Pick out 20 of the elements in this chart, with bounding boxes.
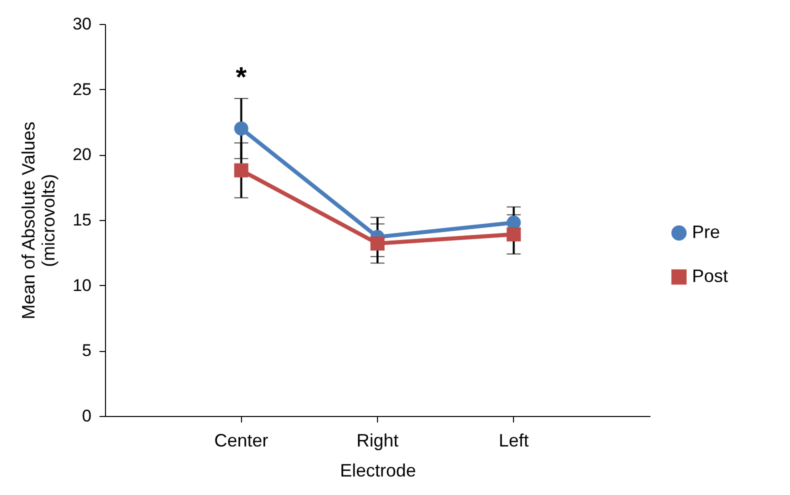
y-tick-label: 30 [72,14,92,34]
point [506,227,521,242]
x-tick-label: Right [356,430,399,450]
x-tick-label: Center [214,430,268,450]
x-tick-label: Left [498,430,529,450]
legend-label: Pre [692,222,720,242]
y-tick-label: 25 [72,80,92,99]
y-tick-label: 15 [72,210,92,230]
point [234,163,248,178]
legend-label: Post [692,266,728,286]
text: (microvolts) [38,174,59,267]
y-tick-label: 0 [82,406,92,426]
y-tick-label: 10 [72,276,92,295]
point [234,121,248,136]
text: Mean of Absolute Values [18,122,39,320]
point [370,236,385,251]
y-tick-label: 5 [82,341,92,360]
y-tick-label: 20 [72,145,92,164]
annotation: * [236,61,247,92]
x-axis-title: Electrode [340,460,416,480]
